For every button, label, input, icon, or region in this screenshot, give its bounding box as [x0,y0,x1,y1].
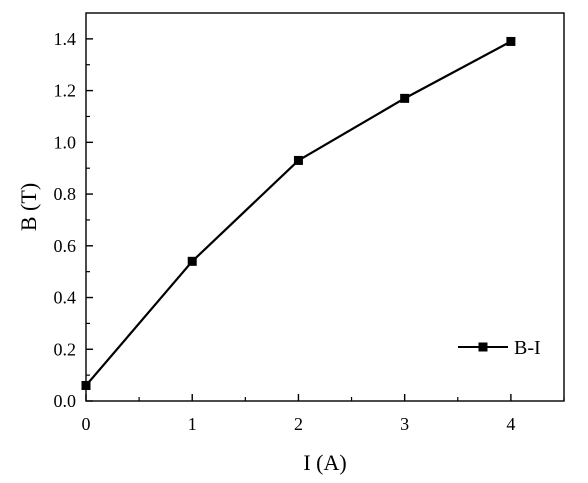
y-tick-label: 1.4 [54,29,77,49]
y-tick-label: 1.2 [54,81,77,101]
data-point [293,155,303,165]
data-point [400,93,410,103]
x-tick-label: 4 [506,414,515,434]
legend-label: B-I [514,337,541,359]
x-tick-label: 1 [188,414,197,434]
x-tick-label: 2 [294,414,303,434]
x-tick-label: 3 [400,414,409,434]
data-point [506,36,516,46]
y-tick-label: 0.4 [54,288,77,308]
series-layer [81,36,516,390]
y-axis-ticks: 0.0 0.2 0.4 0.6 0.8 1.0 1.2 1.4 [54,29,93,411]
y-axis-label: B (T) [16,183,41,231]
data-point [187,256,197,266]
legend-marker [478,342,488,352]
data-point [81,380,91,390]
x-tick-label: 0 [82,414,91,434]
x-axis-ticks: 0 1 2 3 4 [82,394,565,434]
y-tick-label: 0.6 [54,236,77,256]
y-tick-label: 1.0 [54,132,77,152]
y-tick-label: 0.0 [54,391,77,411]
plot-frame [85,12,565,402]
y-tick-label: 0.2 [54,339,77,359]
x-axis-label: I (A) [303,450,346,475]
legend: B-I [458,337,541,359]
y-tick-label: 0.8 [54,184,77,204]
